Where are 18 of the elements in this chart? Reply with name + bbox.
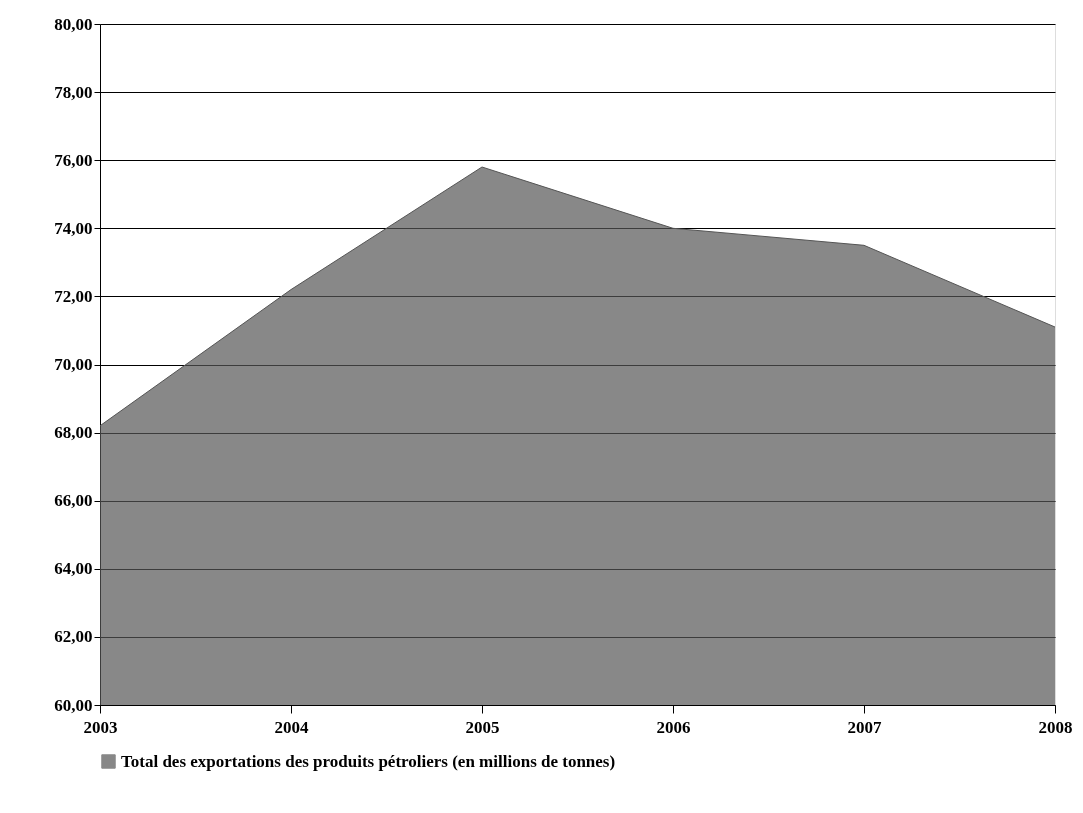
x-tick-label: 2008: [1038, 717, 1073, 737]
y-tick-label: 72,00: [54, 286, 93, 306]
legend-label: Total des exportations des produits pétroliers (en millions de tonnes): [121, 751, 616, 771]
y-tick-label: 70,00: [54, 355, 93, 374]
y-tick-label: 80,00: [54, 14, 93, 34]
y-tick-label: 60,00: [54, 695, 93, 715]
x-tick-label: 2004: [274, 717, 309, 737]
y-tick-label: 76,00: [54, 150, 93, 170]
y-tick-label: 62,00: [54, 627, 93, 647]
x-tick-label: 2006: [656, 717, 691, 737]
y-tick-label: 66,00: [54, 491, 93, 511]
x-tick-label: 2003: [83, 717, 118, 737]
y-tick-label: 78,00: [54, 82, 93, 102]
y-tick-label: 74,00: [54, 218, 93, 238]
y-tick-label: 64,00: [54, 559, 93, 579]
x-tick-label: 2005: [465, 717, 500, 737]
x-tick-label: 2007: [847, 717, 882, 737]
y-tick-label: 68,00: [54, 423, 93, 443]
